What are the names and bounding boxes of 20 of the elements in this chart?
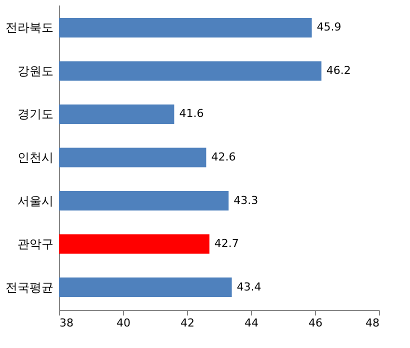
y-tick-label: 인천시 [18,150,54,164]
y-tick-label: 전국평균 [6,280,54,294]
y-tick-label: 서울시 [18,194,54,208]
y-tick-label: 경기도 [18,107,54,122]
y-tick-label: 전라북도 [6,20,54,35]
data-label: 45.9 [316,20,342,34]
data-label: 41.6 [179,107,204,120]
x-tick-label: 44 [244,316,258,330]
y-tick-label: 강원도 [18,64,54,78]
x-tick-label: 42 [180,316,194,330]
data-label: 43.3 [234,194,258,207]
x-tick-label: 48 [366,316,380,330]
data-label: 43.4 [236,280,262,294]
y-tick-label: 관악구 [18,237,54,252]
x-tick-label: 46 [308,316,322,330]
data-label: 46.2 [326,64,351,77]
data-label: 42.7 [214,237,239,250]
x-tick-label: 40 [116,316,130,330]
data-label: 42.6 [211,150,236,164]
x-tick-label: 38 [60,316,74,330]
